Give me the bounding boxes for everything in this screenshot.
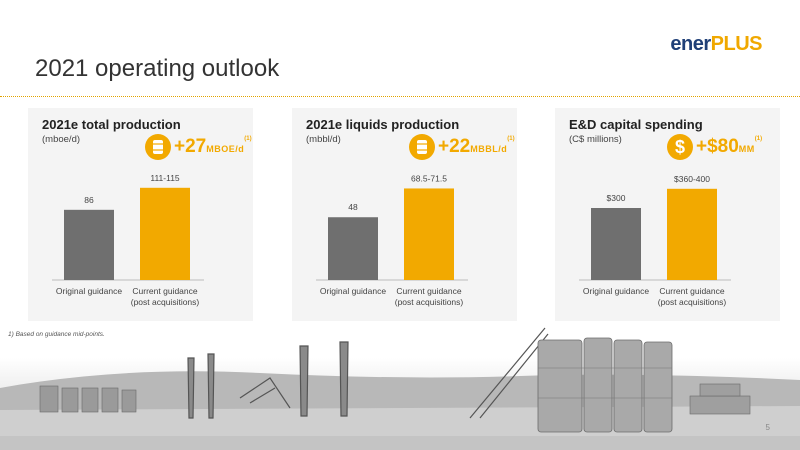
panel-title: E&D capital spending xyxy=(569,117,703,132)
panel-liquids-production: 2021e liquids production (mbbl/d) +22MBB… xyxy=(292,108,517,321)
bar-data-label: 111-115 xyxy=(150,173,180,183)
bar-current-guidance xyxy=(667,188,717,280)
category-tick-label: Original guidance xyxy=(583,286,649,296)
category-tick-label: Current guidance xyxy=(396,286,461,296)
title-divider xyxy=(0,96,800,98)
panel-capital-spending: E&D capital spending (C$ millions) $ +$8… xyxy=(555,108,780,321)
bar-original-guidance xyxy=(64,209,114,280)
category-tick-label: Original guidance xyxy=(56,286,122,296)
oil-barrel-icon xyxy=(145,134,171,160)
bar-current-guidance xyxy=(404,188,454,280)
delta-footnote-ref: (1) xyxy=(244,136,252,142)
bar-chart-capital-spending: $300 Original guidance $360-400 Current gui… xyxy=(579,174,731,307)
category-tick-label: (post acquisitions) xyxy=(131,297,200,307)
delta-unit: MBOE/d xyxy=(206,144,245,154)
panel-unit: (mboe/d) xyxy=(42,134,81,145)
panel-title: 2021e liquids production xyxy=(306,117,460,132)
oil-barrel-icon xyxy=(409,134,435,160)
bar-original-guidance xyxy=(591,208,641,280)
delta-footnote-ref: (1) xyxy=(507,136,515,142)
delta-unit: MBBL/d xyxy=(470,144,508,154)
logo-part-plus: PLUS xyxy=(710,33,763,55)
bar-data-label: $360-400 xyxy=(674,174,710,184)
delta-label: +22MBBL/d (1) xyxy=(438,136,515,158)
bar-data-label: $300 xyxy=(607,193,626,203)
bar-current-guidance xyxy=(140,187,190,280)
delta-value: +27 xyxy=(174,136,207,157)
panel-unit: (mbbl/d) xyxy=(306,134,341,145)
category-tick-label: Original guidance xyxy=(320,286,386,296)
bar-chart-total-production: 86 Original guidance 111-115 Current guidan… xyxy=(52,173,204,307)
bar-chart-liquids-production: 48 Original guidance 68.5-71.5 Current guid… xyxy=(316,173,468,307)
dollar-icon: $ xyxy=(667,134,693,160)
bar-data-label: 86 xyxy=(84,195,94,205)
enerplus-logo: enerPLUS xyxy=(670,33,762,56)
category-tick-label: Current guidance xyxy=(132,286,197,296)
delta-footnote-ref: (1) xyxy=(754,136,763,142)
delta-label: +$80MM (1) xyxy=(696,136,762,158)
category-tick-label: (post acquisitions) xyxy=(658,297,727,307)
category-tick-label: (post acquisitions) xyxy=(395,297,464,307)
page-number: 5 xyxy=(765,423,770,432)
bar-data-label: 68.5-71.5 xyxy=(411,173,447,183)
page-title: 2021 operating outlook xyxy=(35,55,280,82)
panel-unit: (C$ millions) xyxy=(569,134,622,145)
bar-data-label: 48 xyxy=(348,202,358,212)
bar-original-guidance xyxy=(328,217,378,280)
logo-part-ener: ener xyxy=(670,33,711,55)
category-tick-label: Current guidance xyxy=(659,286,724,296)
panel-title: 2021e total production xyxy=(42,117,181,132)
delta-value: +22 xyxy=(438,136,471,157)
footnote: 1) Based on guidance mid-points. xyxy=(8,331,105,338)
delta-value: +$80 xyxy=(696,136,739,157)
panel-total-production: 2021e total production (mboe/d) +27MBOE/… xyxy=(28,108,253,321)
delta-label: +27MBOE/d (1) xyxy=(174,136,252,158)
oilfield-photo xyxy=(0,327,800,450)
delta-unit: MM xyxy=(738,144,755,154)
